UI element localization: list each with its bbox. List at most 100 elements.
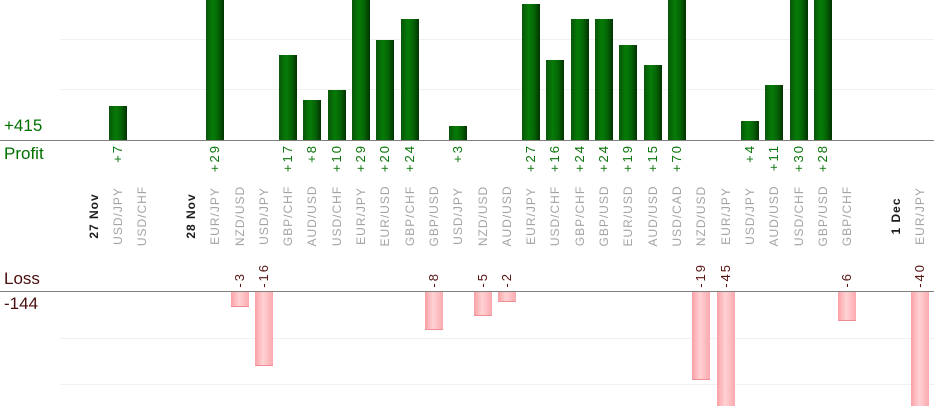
pair-label: GBP/USD bbox=[597, 185, 611, 247]
profit-value-label: +19 bbox=[620, 144, 636, 173]
pair-label: EUR/USD bbox=[621, 185, 636, 247]
profit-value-label: +7 bbox=[110, 144, 125, 163]
pair-label: USD/JPY bbox=[742, 187, 757, 245]
pair-label: GBP/CHF bbox=[840, 185, 855, 247]
loss-axis-title: Loss bbox=[4, 269, 40, 288]
loss-bar bbox=[424, 292, 443, 330]
profit-plot-area bbox=[0, 0, 934, 141]
profit-bar bbox=[303, 100, 322, 141]
profit-bar bbox=[813, 0, 832, 141]
pair-label: GBP/CHF bbox=[402, 185, 417, 247]
profit-bar bbox=[327, 90, 346, 141]
profit-value-label: +29 bbox=[207, 144, 223, 173]
profit-bar bbox=[400, 19, 419, 141]
loss-plot-area bbox=[0, 292, 934, 406]
loss-value-label: -45 bbox=[717, 263, 733, 288]
pair-label: GBP/CHF bbox=[572, 185, 587, 247]
pair-label: USD/CHF bbox=[135, 185, 150, 247]
loss-value-label: -19 bbox=[693, 263, 709, 288]
profit-bar bbox=[643, 65, 662, 141]
gridline bbox=[60, 89, 934, 90]
profit-bar bbox=[376, 40, 395, 141]
pair-label: USD/CHF bbox=[329, 185, 344, 247]
pair-label: EUR/JPY bbox=[524, 187, 539, 245]
loss-value-label: -6 bbox=[839, 272, 855, 288]
profit-value-label: +28 bbox=[814, 144, 830, 173]
loss-value-label: -8 bbox=[425, 272, 441, 288]
loss-bar bbox=[692, 292, 711, 380]
pair-label: NZD/USD bbox=[475, 185, 490, 247]
profit-bar bbox=[595, 19, 613, 141]
loss-bar bbox=[254, 292, 273, 366]
loss-bar bbox=[497, 292, 516, 302]
pair-label: USD/JPY bbox=[256, 187, 271, 245]
profit-bar bbox=[206, 0, 225, 141]
profit-axis-title: Profit bbox=[4, 144, 44, 163]
profit-bar bbox=[352, 0, 370, 141]
profit-value-label: +16 bbox=[547, 144, 563, 173]
profit-value-label: +10 bbox=[328, 144, 344, 173]
pair-label: EUR/JPY bbox=[354, 187, 368, 245]
loss-bar bbox=[230, 292, 249, 307]
date-label: 27 Nov bbox=[86, 193, 101, 239]
profit-value-label: +70 bbox=[669, 144, 684, 173]
gridline bbox=[60, 39, 934, 40]
pair-label: USD/JPY bbox=[451, 187, 466, 245]
loss-bar bbox=[716, 292, 735, 406]
pair-label: EUR/USD bbox=[378, 185, 393, 247]
profit-bar bbox=[522, 4, 541, 141]
pair-label: EUR/JPY bbox=[208, 187, 223, 245]
pair-label: AUD/USD bbox=[645, 185, 660, 247]
loss-total-label: -144 bbox=[4, 294, 39, 313]
loss-value-label: -2 bbox=[498, 272, 514, 288]
profit-bar bbox=[570, 19, 589, 141]
profit-value-label: +24 bbox=[571, 144, 587, 173]
profit-bar bbox=[765, 85, 784, 141]
pair-label: GBP/USD bbox=[815, 185, 830, 247]
profit-value-label: +17 bbox=[280, 144, 296, 173]
pair-label: NZD/USD bbox=[694, 185, 709, 247]
date-label: 1 Dec bbox=[888, 197, 903, 235]
pair-label: AUD/USD bbox=[499, 185, 514, 247]
pair-label: EUR/JPY bbox=[718, 187, 733, 245]
profit-value-label: +30 bbox=[790, 144, 806, 173]
pair-label: GBP/USD bbox=[426, 185, 441, 247]
pair-label: EUR/JPY bbox=[913, 187, 927, 245]
pair-label: USD/CHF bbox=[548, 185, 563, 247]
pair-label: NZD/USD bbox=[232, 185, 247, 247]
profit-bar bbox=[546, 60, 565, 141]
profit-value-label: +24 bbox=[596, 144, 611, 173]
profit-total-label: +415 bbox=[4, 116, 43, 135]
profit-bar bbox=[279, 55, 298, 141]
loss-value-label: -5 bbox=[474, 272, 490, 288]
profit-value-label: +11 bbox=[766, 144, 782, 172]
profit-value-label: +24 bbox=[401, 144, 417, 173]
pair-label: USD/CAD bbox=[670, 185, 684, 247]
profit-value-label: +20 bbox=[377, 144, 393, 173]
profit-bar bbox=[740, 121, 759, 141]
profit-bar bbox=[668, 0, 686, 141]
loss-bar bbox=[838, 292, 857, 321]
date-label: 28 Nov bbox=[184, 193, 198, 239]
pair-label: AUD/USD bbox=[305, 185, 320, 247]
loss-value-label: -3 bbox=[231, 272, 247, 288]
loss-value-label: -16 bbox=[255, 263, 271, 288]
pair-label: USD/CHF bbox=[791, 185, 806, 247]
pair-label: GBP/CHF bbox=[281, 185, 296, 247]
profit-value-label: +29 bbox=[353, 144, 368, 173]
profit-bar bbox=[109, 106, 127, 141]
profit-value-label: +15 bbox=[644, 144, 660, 173]
profit-value-label: +8 bbox=[304, 144, 320, 163]
profit-bar bbox=[789, 0, 808, 141]
profit-bar bbox=[449, 126, 468, 141]
loss-bar bbox=[473, 292, 492, 316]
gridline bbox=[60, 384, 934, 385]
profit-value-label: +3 bbox=[450, 144, 466, 163]
loss-axis-line bbox=[0, 291, 934, 292]
profit-axis-line bbox=[0, 140, 934, 141]
gridline bbox=[60, 338, 934, 339]
loss-bar bbox=[911, 292, 929, 406]
profit-value-label: +4 bbox=[741, 144, 757, 163]
loss-value-label: -40 bbox=[912, 263, 927, 288]
